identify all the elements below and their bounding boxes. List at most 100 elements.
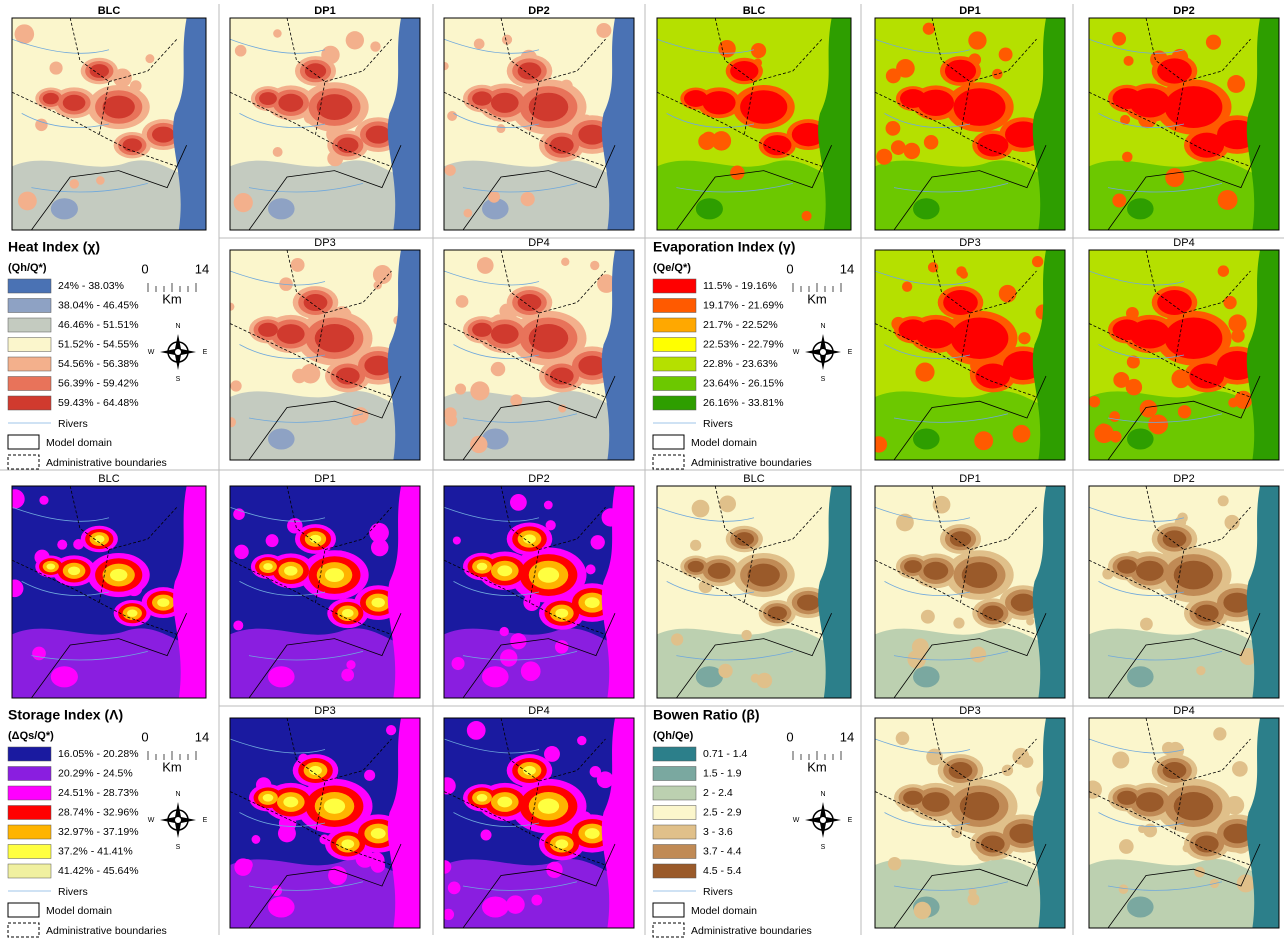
map-hotspot [273, 147, 283, 157]
map-panel [875, 718, 1070, 928]
map-hotspot [1206, 35, 1221, 50]
map-zone [555, 839, 568, 848]
map-hotspot [690, 540, 701, 551]
map-hotspot [370, 41, 380, 51]
map-zone [981, 835, 1005, 852]
compass-n: N [820, 323, 825, 330]
map-hotspot [1112, 32, 1126, 46]
map-zone [258, 323, 278, 337]
map-panel [226, 250, 420, 460]
map-panel [441, 18, 634, 230]
map-zone [268, 198, 295, 219]
legend-label: 51.52% - 54.55% [58, 338, 139, 350]
legend-swatch [8, 864, 51, 878]
map-zone [923, 562, 948, 580]
legend-swatch [653, 318, 696, 332]
map-hotspot [491, 364, 502, 375]
map-hotspot [1112, 194, 1126, 208]
legend-swatch [653, 377, 696, 391]
map-hotspot [18, 192, 37, 211]
panel-title: DP4 [528, 237, 549, 249]
map-zone [768, 606, 787, 620]
map-hotspot [1213, 727, 1226, 740]
map-zone [268, 897, 295, 918]
map-hotspot [921, 610, 935, 624]
map-hotspot [1194, 867, 1205, 878]
legend-label: 41.42% - 45.64% [58, 865, 139, 877]
map-hotspot [923, 23, 935, 35]
map-panel [875, 486, 1065, 698]
map-zone [518, 62, 542, 79]
legend-label: 23.64% - 26.15% [703, 377, 784, 389]
map-zone [550, 367, 574, 384]
legend-swatch [8, 767, 51, 781]
map-hotspot [1002, 765, 1013, 776]
map-zone [1174, 561, 1214, 590]
map-hotspot [1018, 332, 1030, 344]
map-zone [152, 127, 175, 143]
map-zone [913, 666, 940, 687]
legend-swatch [8, 806, 51, 820]
map-hotspot [974, 431, 993, 450]
legend-swatch [653, 279, 696, 293]
legend-swatch [8, 338, 51, 352]
compass-n: N [175, 791, 180, 798]
map-hotspot [521, 661, 541, 681]
map-zone [1157, 58, 1192, 83]
map-zone [735, 532, 754, 546]
map-zone [259, 92, 277, 105]
map-zone [730, 61, 758, 81]
compass-n: N [820, 791, 825, 798]
map-hotspot [1227, 75, 1245, 93]
map-hotspot [273, 29, 282, 38]
map-hotspot [447, 111, 457, 121]
map-zone [278, 94, 303, 112]
map-zone [1189, 364, 1224, 389]
map-hotspot [1148, 414, 1168, 434]
map-zone [127, 609, 137, 616]
map-zone [63, 95, 86, 111]
map-zone [68, 566, 80, 575]
map-zone [949, 762, 973, 779]
legend-swatch [653, 845, 696, 859]
map-hotspot [271, 885, 282, 896]
legend-label: 54.56% - 56.38% [58, 358, 139, 370]
map-hotspot [467, 721, 486, 740]
legend-label: 26.16% - 33.81% [703, 397, 784, 409]
legend-swatch [8, 377, 51, 391]
legend-label: 16.05% - 20.28% [58, 748, 139, 760]
legend-label: 11.5% - 19.16% [703, 280, 777, 292]
map-hotspot [1119, 884, 1129, 894]
legend-label: Rivers [58, 418, 88, 430]
map-hotspot [544, 746, 560, 762]
panel-title: BLC [98, 473, 119, 485]
map-hotspot [933, 496, 951, 514]
panel-title: DP3 [314, 237, 335, 249]
map-zone [703, 91, 736, 114]
map-zone [688, 561, 704, 572]
legend-admin [8, 923, 39, 937]
map-zone [797, 595, 820, 611]
panel-title: BLC [743, 473, 764, 485]
map-zone [696, 198, 723, 219]
map-hotspot [914, 902, 931, 919]
legend-domain [653, 435, 684, 449]
map-hotspot [1122, 152, 1132, 162]
map-panel [230, 718, 425, 928]
map-panel [1089, 486, 1279, 698]
map-hotspot [386, 725, 396, 735]
map-hotspot [233, 620, 243, 630]
map-zone [538, 567, 559, 582]
map-hotspot [234, 545, 248, 559]
map-zone [900, 89, 926, 108]
legend-unit: (Qh/Qe) [653, 730, 694, 742]
compass-e: E [203, 817, 208, 824]
map-hotspot [266, 534, 279, 547]
map-zone [94, 535, 104, 542]
map-zone [157, 598, 169, 607]
map-hotspot [1228, 314, 1246, 332]
map-hotspot [49, 62, 62, 75]
scale-unit: Km [807, 291, 827, 306]
legend-label: 59.43% - 64.48% [58, 397, 139, 409]
